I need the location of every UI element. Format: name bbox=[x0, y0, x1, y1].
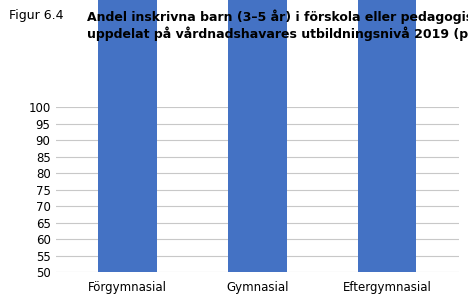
Bar bbox=[98, 0, 157, 272]
Bar bbox=[358, 0, 417, 272]
Text: Andel inskrivna barn (3–5 år) i förskola eller pedagogisk omsorg
uppdelat på vår: Andel inskrivna barn (3–5 år) i förskola… bbox=[87, 9, 468, 41]
Bar bbox=[228, 0, 286, 272]
Text: Figur 6.4: Figur 6.4 bbox=[9, 9, 64, 22]
